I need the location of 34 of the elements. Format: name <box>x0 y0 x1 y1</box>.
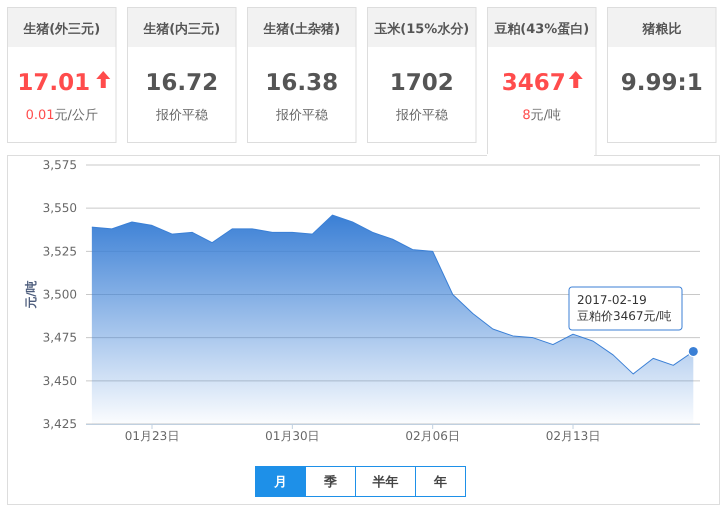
text: 1702 <box>390 70 454 96</box>
category-label: 玉米(15%水分) <box>373 22 470 37</box>
text: 0.01元/公斤 <box>26 108 98 123</box>
category-label: 生猪(土杂猪) <box>262 22 340 37</box>
x-tick-label: 01月23日 <box>124 429 180 443</box>
category-label: 豆粕(43%蛋白) <box>493 22 590 37</box>
y-tick-label: 3,425 <box>42 417 77 431</box>
y-tick-label: 3,550 <box>42 201 77 216</box>
y-tick-label: 3,525 <box>42 244 77 258</box>
y-tick-label: 3,475 <box>42 330 77 345</box>
text: 月 <box>273 475 287 490</box>
text: 16.38 <box>265 70 338 96</box>
text: 年 <box>433 475 447 490</box>
y-axis-title: 元/吨 <box>24 280 38 310</box>
y-tick-label: 3,450 <box>42 374 77 388</box>
text: 8元/吨 <box>522 108 562 123</box>
text: 报价平稳 <box>274 108 328 123</box>
text: 17.01 <box>17 70 90 96</box>
text: 季 <box>323 474 337 490</box>
x-tick-label: 02月06日 <box>405 429 460 443</box>
text: 16.72 <box>145 70 218 96</box>
y-tick-label: 3,500 <box>42 288 77 302</box>
text: 报价平稳 <box>394 108 448 123</box>
annotation: 2017-02-19 豆粕价3467元/吨 <box>577 293 672 323</box>
text: 半年 <box>372 475 398 490</box>
category-label: 生猪(内三元) <box>142 22 220 37</box>
category-label: 生猪(外三元) <box>22 22 100 37</box>
text: 报价平稳 <box>154 108 208 123</box>
category-label: 猪粮比 <box>641 21 682 37</box>
text: 9.99:1 <box>620 70 703 96</box>
text: 3467 <box>502 70 566 96</box>
x-tick-label: 02月13日 <box>546 429 600 443</box>
y-tick-label: 3,575 <box>42 158 77 172</box>
x-tick-label: 01月30日 <box>265 429 320 443</box>
